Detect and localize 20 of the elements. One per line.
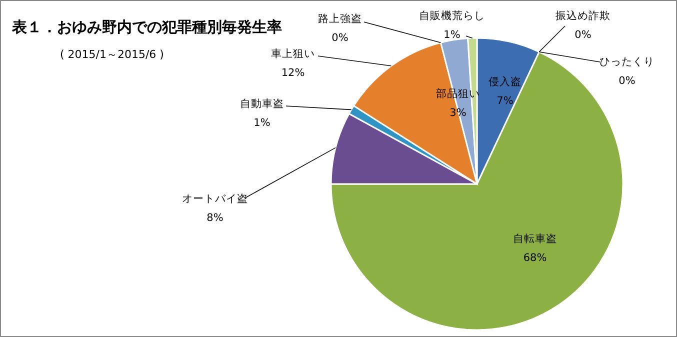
slice-label: 自動車盗 [240, 97, 284, 110]
data-label: 7% [496, 95, 514, 107]
data-label: 1% [444, 29, 460, 41]
category-label: ひったくり [600, 56, 654, 68]
text: 0% [332, 32, 348, 44]
category-label: 振込め詐欺 [556, 10, 610, 22]
text: 表１．おゆみ野内での犯罪種別毎発生率 [11, 18, 282, 36]
data-label: 1% [254, 117, 270, 129]
data-label: 68% [523, 252, 547, 264]
data-label: 8% [206, 212, 224, 224]
slice-label: 車上狙い [271, 47, 315, 60]
slice-label: オートバイ盗 [182, 193, 248, 205]
category-label: 路上強盗 [318, 13, 362, 25]
slice-label: 自転車盗 [513, 232, 557, 245]
text: 0% [618, 75, 636, 87]
slice-label: 自販機荒らし [419, 9, 485, 22]
data-label: 12% [281, 67, 305, 79]
slice-label: 侵入盗 [488, 75, 522, 88]
text: 0% [574, 29, 592, 41]
text: ( 2015/1～2015/6 ) [60, 48, 164, 61]
